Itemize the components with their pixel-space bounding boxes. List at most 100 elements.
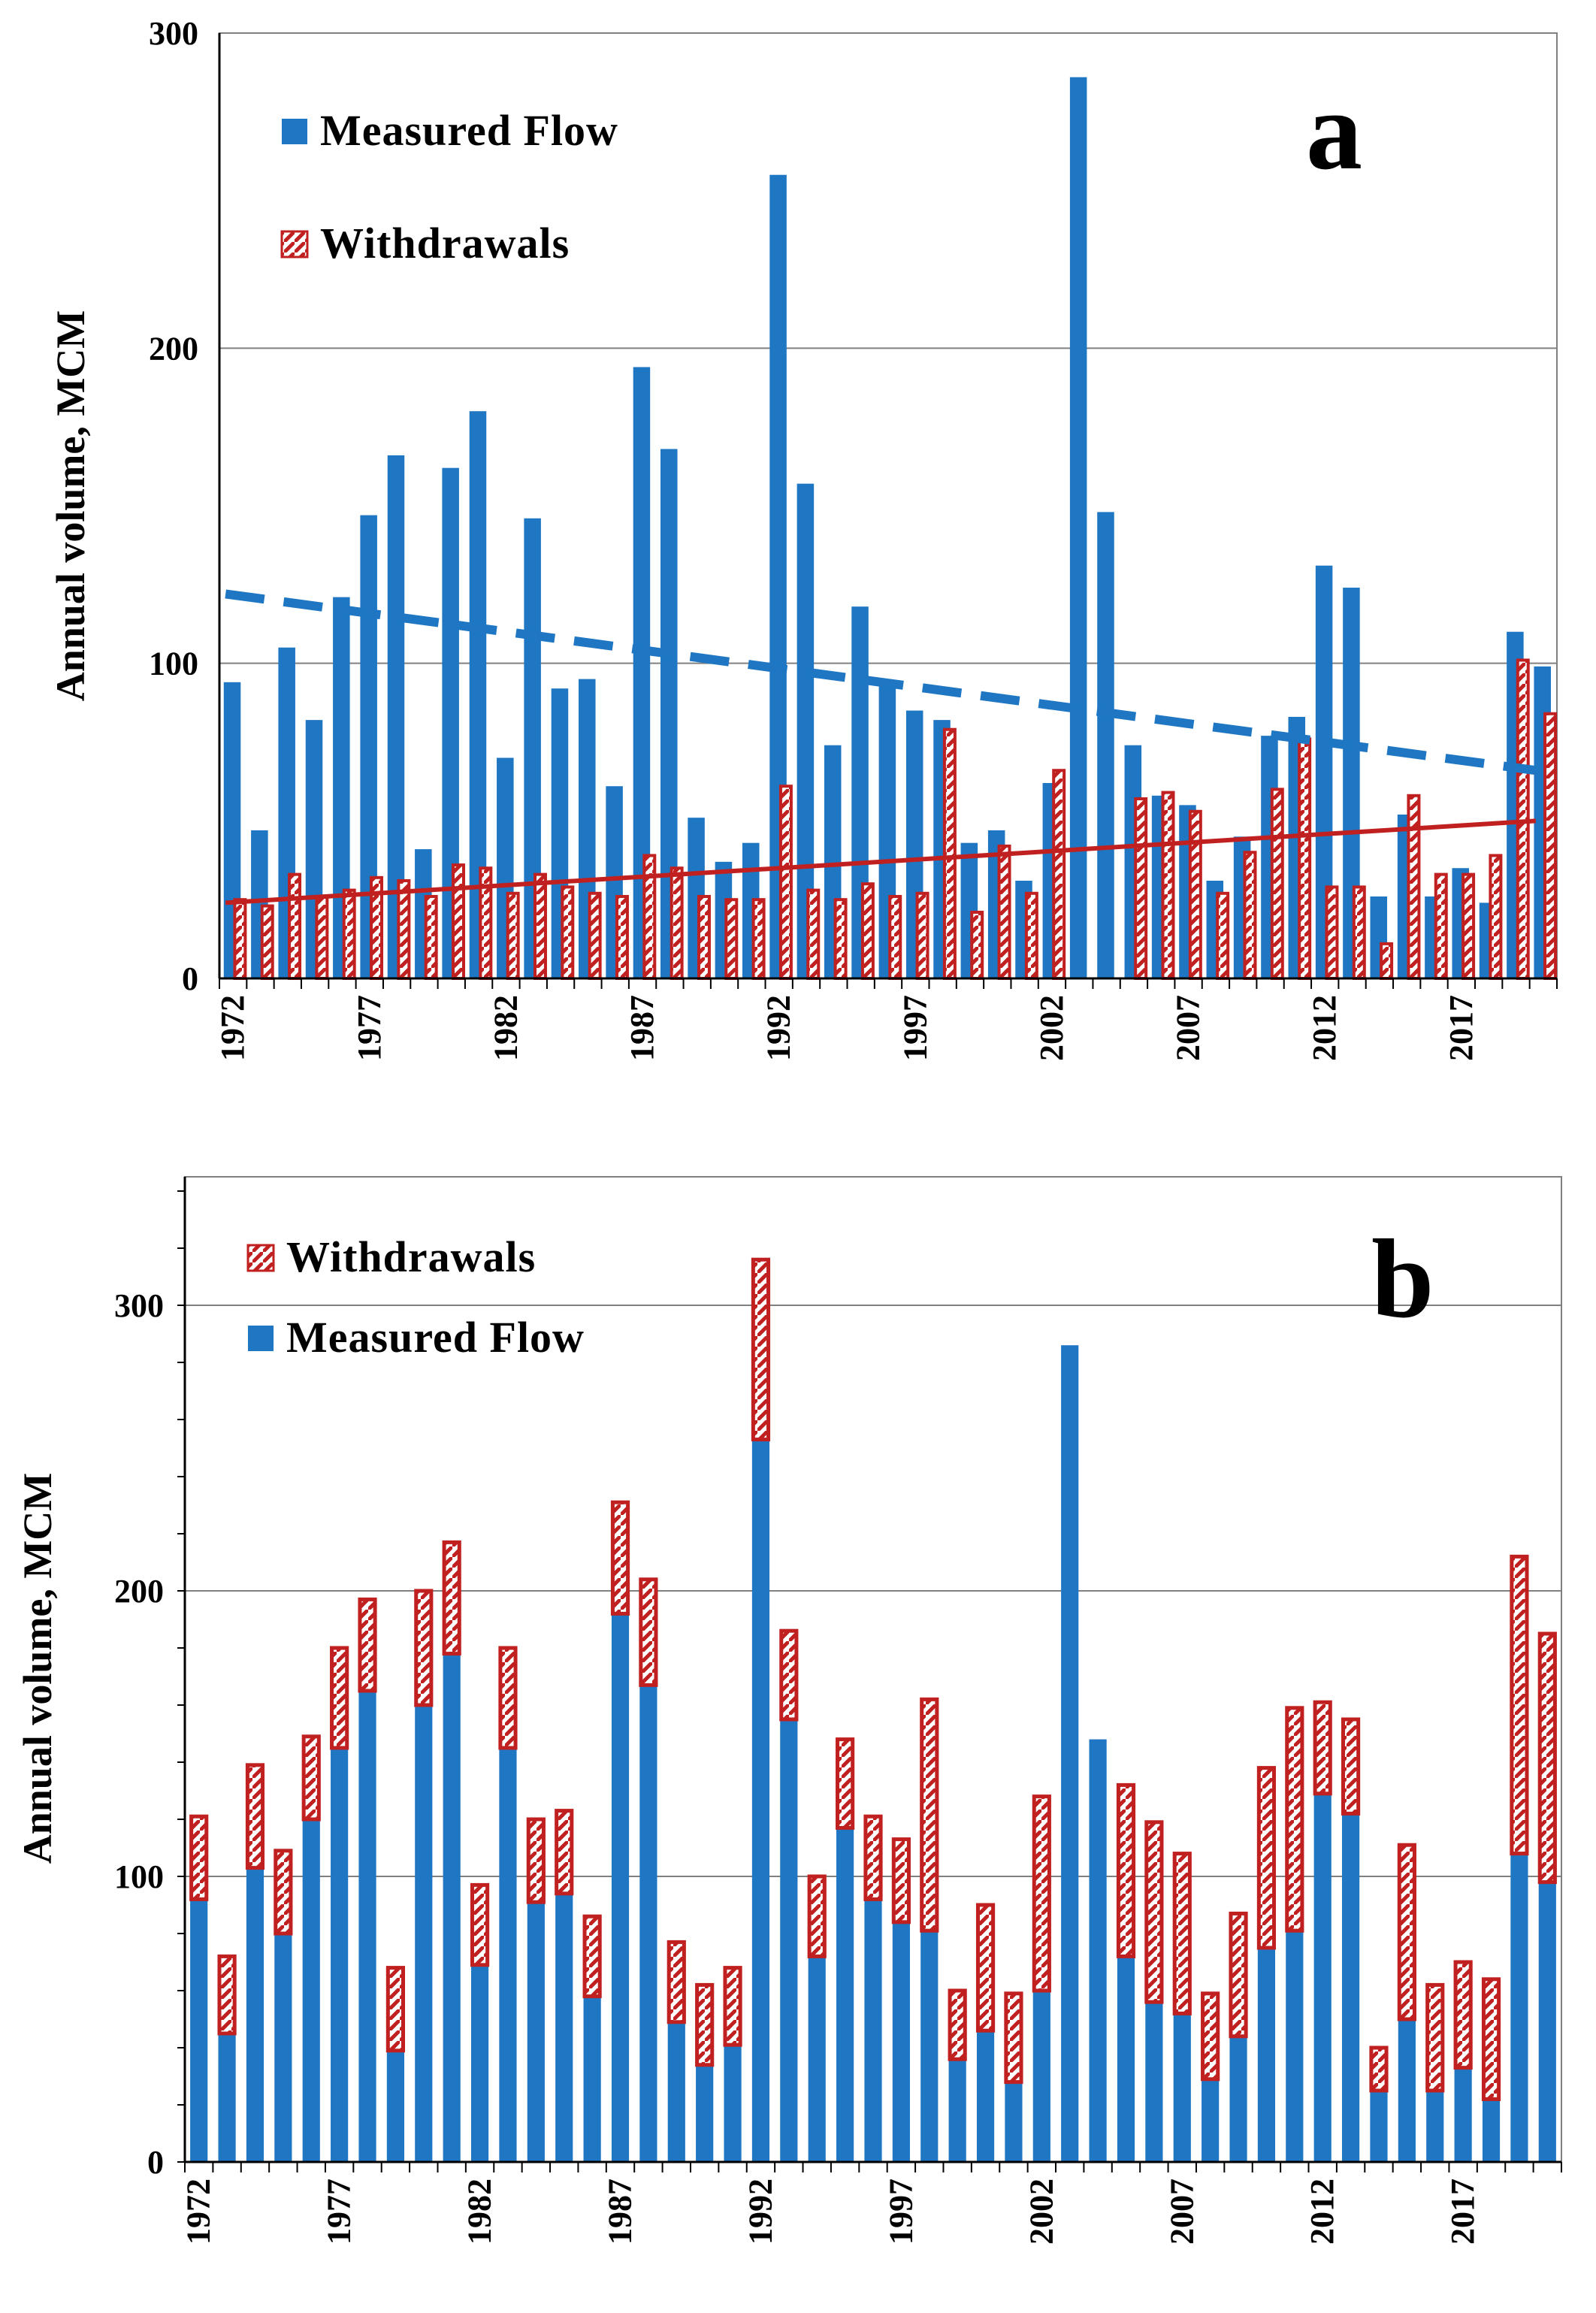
- bar-withdrawals: [1216, 891, 1230, 981]
- bar-measured-flow: [633, 367, 651, 978]
- bar-withdrawals: [414, 1589, 434, 1707]
- bar-withdrawals: [233, 898, 247, 980]
- legend-swatch-measured-flow: [282, 119, 307, 144]
- bar-measured-flow: [583, 1996, 601, 2162]
- legend-item-measured-flow: Measured Flow: [282, 106, 618, 155]
- bar-measured-flow: [1313, 1793, 1332, 2162]
- bar-withdrawals: [217, 1954, 237, 2036]
- panel-b-y-axis-label: Annual volume, MCM: [15, 1473, 60, 1864]
- bar-measured-flow: [864, 1899, 882, 2162]
- bar-withdrawals: [1172, 1852, 1192, 2015]
- x-tick-label: 1977: [351, 995, 388, 1061]
- bar-measured-flow: [387, 455, 405, 978]
- bar-measured-flow: [1538, 1882, 1556, 2162]
- y-tick-label: 100: [149, 646, 198, 682]
- bar-withdrawals: [860, 882, 875, 980]
- bar-measured-flow: [796, 483, 815, 978]
- bar-withdrawals: [751, 898, 766, 980]
- bar-measured-flow: [667, 2021, 685, 2162]
- bar-withdrawals: [751, 1257, 771, 1442]
- bar-withdrawals: [975, 1903, 996, 2033]
- bar-measured-flow: [470, 1964, 489, 2162]
- y-tick-label: 300: [149, 15, 198, 52]
- bar-withdrawals: [1134, 797, 1148, 980]
- bar-measured-flow: [769, 174, 787, 979]
- bar-withdrawals: [1116, 1782, 1136, 1958]
- bar-withdrawals: [561, 885, 575, 980]
- bar-withdrawals: [1270, 788, 1284, 981]
- bar-measured-flow: [836, 1828, 854, 2162]
- bar-measured-flow: [442, 467, 459, 978]
- bar-withdrawals: [1489, 854, 1503, 980]
- bar-withdrawals: [836, 1737, 855, 1830]
- bar-withdrawals: [997, 844, 1011, 980]
- x-tick-label: 2017: [1444, 2178, 1481, 2245]
- bar-withdrawals: [920, 1697, 939, 1933]
- bar-withdrawals: [534, 872, 547, 980]
- bar-withdrawals: [615, 894, 629, 981]
- panel-b-x-tick-labels: 1972 1977 1982 1987 1992 1997 2002 2007 2012 2017: [180, 2178, 1481, 2245]
- bar-measured-flow: [1173, 2013, 1191, 2162]
- bar-withdrawals: [1325, 885, 1339, 980]
- bar-withdrawals: [779, 1628, 799, 1722]
- bar-measured-flow: [1257, 1948, 1276, 2162]
- x-tick-label: 1987: [602, 2178, 639, 2245]
- panel-b: 0 100 200 300 1972 1977 1982 1987 1992 1997 2002 2…: [15, 1176, 1562, 2245]
- x-tick-label: 1982: [461, 2178, 498, 2245]
- bar-withdrawals: [806, 888, 821, 980]
- bar-withdrawals: [1201, 1991, 1220, 2082]
- x-tick-label: 2002: [1033, 995, 1070, 1061]
- panel-a-trendlines: [225, 589, 1537, 906]
- bar-withdrawals: [288, 872, 302, 980]
- bar-measured-flow: [1032, 1991, 1050, 2162]
- legend-label-withdrawals: Withdrawals: [320, 219, 570, 268]
- panel-b-axes: [177, 1177, 1562, 2172]
- legend-label-measured-flow: Measured Flow: [320, 106, 618, 155]
- bar-measured-flow: [780, 1719, 798, 2162]
- bar-measured-flow: [246, 1867, 264, 2162]
- bar-measured-flow: [302, 1819, 320, 2162]
- bar-measured-flow: [1202, 2079, 1220, 2162]
- bar-withdrawals: [1380, 942, 1394, 980]
- x-tick-label: 2007: [1163, 2178, 1200, 2245]
- x-tick-label: 2007: [1170, 995, 1207, 1061]
- bar-measured-flow: [218, 2033, 236, 2162]
- x-tick-label: 1997: [896, 995, 933, 1061]
- x-tick-label: 1997: [882, 2178, 919, 2245]
- bar-measured-flow: [948, 2059, 966, 2162]
- bar-withdrawals: [1161, 791, 1175, 981]
- bar-withdrawals: [588, 891, 602, 981]
- x-tick-label: 1992: [742, 2178, 778, 2245]
- x-tick-label: 1972: [214, 995, 251, 1061]
- legend-swatch-withdrawals: [246, 1244, 275, 1272]
- bar-withdrawals: [1188, 809, 1202, 980]
- bar-measured-flow: [639, 1685, 657, 2162]
- bar-withdrawals: [1004, 1991, 1023, 2085]
- bar-withdrawals: [942, 727, 957, 981]
- bar-measured-flow: [1061, 1345, 1079, 2162]
- panel-a-x-tick-labels: 1972 1977 1982 1987 1992 1997 2002 2007 2012 2017: [214, 995, 1480, 1061]
- bar-withdrawals: [833, 898, 848, 980]
- bar-withdrawals: [1543, 712, 1558, 980]
- bar-measured-flow: [1315, 565, 1333, 978]
- bar-measured-flow: [611, 1613, 630, 2162]
- bar-withdrawals: [1256, 1766, 1277, 1950]
- bar-withdrawals: [582, 1914, 602, 1999]
- legend-swatch-withdrawals: [280, 230, 309, 259]
- x-tick-label: 2012: [1306, 995, 1343, 1061]
- bar-withdrawals: [915, 891, 929, 981]
- bar-withdrawals: [1144, 1820, 1164, 2004]
- legend-item-withdrawals: Withdrawals: [280, 219, 570, 268]
- bar-withdrawals: [778, 785, 793, 980]
- y-tick-label: 0: [182, 960, 198, 997]
- bar-measured-flow: [976, 2030, 995, 2162]
- panel-b-bars: [189, 1257, 1557, 2162]
- panel-a-y-tick-labels: 0 100 200 300: [149, 15, 198, 997]
- bar-withdrawals: [260, 904, 274, 981]
- bar-withdrawals: [1537, 1631, 1557, 1885]
- x-tick-label: 1982: [487, 995, 524, 1061]
- bar-measured-flow: [1454, 2067, 1472, 2162]
- bar-withdrawals: [189, 1814, 209, 1901]
- bar-withdrawals: [863, 1814, 883, 1901]
